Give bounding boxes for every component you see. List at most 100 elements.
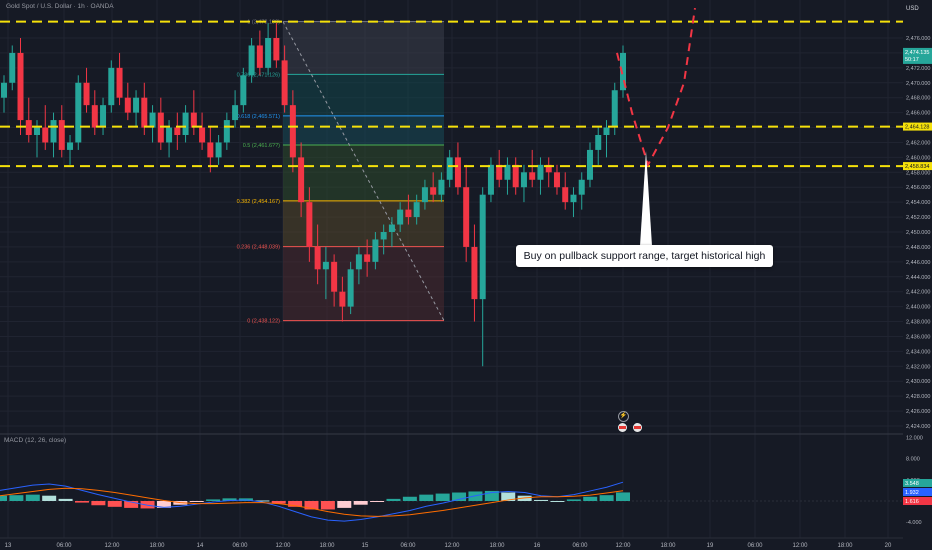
macd-histogram-bar — [124, 501, 139, 508]
candle — [298, 157, 305, 203]
candle — [586, 149, 593, 180]
fib-zone — [283, 74, 444, 116]
candle — [397, 209, 404, 225]
level-price-label: 2,458.834 — [905, 164, 929, 170]
price-tick-label: 2,432.000 — [906, 364, 930, 370]
price-tick-label: 2,442.000 — [906, 290, 930, 296]
candle — [388, 224, 395, 232]
time-tick-label: 18:00 — [319, 543, 335, 549]
time-axis[interactable]: 13 06:00 12:00 18:00 14 06:00 12:00 18:00 15 06:0… — [0, 537, 903, 549]
macd-histogram-bar — [140, 501, 155, 509]
price-tick-label: 2,454.000 — [906, 200, 930, 206]
macd-histogram-bar — [320, 501, 335, 510]
axis-background — [903, 0, 932, 550]
lightning-icon[interactable]: ⚡ — [618, 411, 629, 422]
candle — [108, 67, 115, 106]
candle — [446, 157, 453, 180]
candle — [545, 164, 552, 173]
macd-histogram-bar — [566, 499, 581, 501]
candle — [520, 172, 527, 188]
candle — [611, 90, 618, 128]
projection-path[interactable] — [616, 8, 696, 246]
price-tick-label: 2,428.000 — [906, 394, 930, 400]
candle — [124, 97, 131, 113]
candle — [273, 38, 280, 61]
time-tick-label: 06:00 — [747, 543, 763, 549]
time-tick-label: 12:00 — [275, 543, 291, 549]
macd-histogram-bar — [25, 494, 40, 501]
grid — [0, 0, 903, 538]
macd-histogram-bar — [468, 491, 483, 501]
time-tick-label: 12:00 — [104, 543, 120, 549]
candle — [562, 187, 569, 203]
macd-histogram-bar — [435, 493, 450, 501]
macd-histogram-bar — [386, 498, 401, 501]
price-tick-label: 2,458.000 — [906, 170, 930, 176]
candle — [463, 187, 470, 247]
candle — [364, 254, 371, 262]
candle — [496, 164, 503, 180]
projection-dashed-path — [616, 8, 696, 168]
macd-legend[interactable]: MACD (12, 26, close) — [4, 437, 67, 444]
candle — [430, 187, 437, 195]
macd-tick-label: -4.000 — [906, 520, 922, 526]
macd-histogram-bar — [419, 494, 434, 501]
time-tick-label: 14 — [197, 543, 204, 549]
candle — [199, 127, 206, 143]
fib-level-label: 0.5 (2,461.6??) — [243, 143, 280, 149]
price-tick-label: 2,424.000 — [906, 424, 930, 430]
macd-tick-label: 12.000 — [906, 435, 923, 441]
price-tick-label: 2,456.000 — [906, 185, 930, 191]
candle — [603, 127, 610, 135]
candle — [1, 82, 7, 98]
macd-tick-label: 8.000 — [906, 457, 920, 463]
candle — [289, 105, 296, 158]
candle — [75, 82, 82, 143]
callout-pointer — [640, 151, 652, 246]
time-tick-label: 13 — [5, 543, 12, 549]
flag-icon[interactable] — [618, 423, 627, 432]
fib-zone — [283, 144, 444, 201]
candle — [281, 60, 288, 106]
macd-value-tag — [903, 479, 932, 487]
macd-histogram-bar — [91, 501, 106, 506]
time-tick-label: 18:00 — [837, 543, 853, 549]
candle — [471, 246, 478, 300]
candle — [182, 112, 189, 135]
candle — [405, 209, 412, 218]
candle — [50, 120, 57, 143]
support-resistance-lines[interactable] — [0, 20, 903, 168]
candle — [479, 194, 486, 300]
macd-histogram-bar — [304, 501, 319, 510]
macd-histogram-bar — [370, 501, 385, 502]
macd-histogram-bar — [222, 498, 237, 501]
candle — [232, 105, 239, 121]
fib-trend-line — [282, 21, 445, 321]
fib-level-label: 0.786 (2,471.126) — [237, 72, 281, 78]
symbol-header[interactable]: Gold Spot / U.S. Dollar · 1h · OANDA — [6, 3, 114, 10]
macd-histogram-bar — [189, 501, 204, 502]
price-tick-label: 2,446.000 — [906, 260, 930, 266]
candle — [620, 52, 626, 91]
price-axis[interactable]: USD2,476.0002,474.0002,472.0002,470.0002… — [903, 0, 932, 550]
fib-zone — [283, 246, 444, 321]
time-tick-label: 12:00 — [792, 543, 808, 549]
candle — [570, 194, 577, 203]
last-price-tag — [903, 47, 932, 64]
flag-icon[interactable] — [633, 423, 642, 432]
price-tick-label: 2,426.000 — [906, 409, 930, 415]
candle — [347, 269, 354, 307]
macd-value-tag — [903, 497, 932, 505]
fib-level-label: 0.236 (2,448.039) — [237, 245, 281, 251]
time-tick-label: 06:00 — [400, 543, 416, 549]
annotation-callout[interactable]: Buy on pullback support range, target hi… — [516, 245, 773, 267]
level-price-label: 2,464.128 — [905, 125, 929, 131]
candle — [355, 254, 362, 270]
time-tick-label: 20 — [885, 543, 892, 549]
macd-histogram-bar — [353, 501, 368, 505]
macd-value-label: 3.548 — [905, 481, 919, 487]
price-tick-label: 2,448.000 — [906, 245, 930, 251]
candle — [421, 187, 428, 203]
level-price-tag — [903, 122, 932, 131]
